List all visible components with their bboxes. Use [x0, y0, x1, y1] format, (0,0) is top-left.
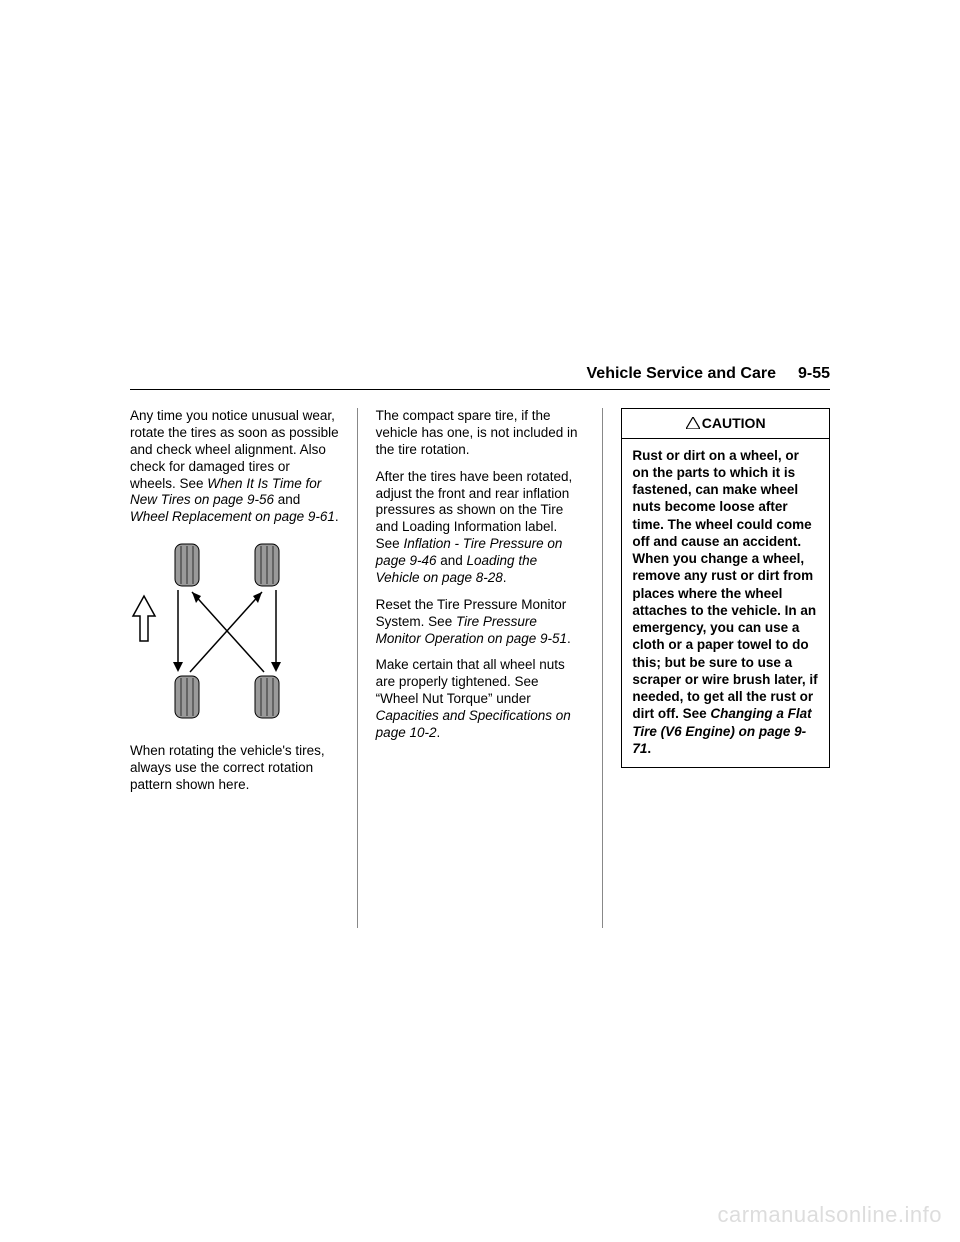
caution-header: CAUTION	[622, 409, 829, 439]
col2-para-1: The compact spare tire, if the vehicle h…	[376, 408, 585, 459]
column-1: Any time you notice unusual wear, rotate…	[130, 408, 339, 928]
forward-arrow-icon	[133, 596, 155, 641]
page-header: Vehicle Service and Care 9-55	[130, 365, 830, 390]
rotation-arrow-icon	[173, 590, 183, 672]
reference-link: Wheel Replacement on page 9-61	[130, 509, 335, 524]
text-span: Make certain that all wheel nuts are pro…	[376, 657, 565, 706]
col1-para-2: When rotating the vehicle's tires, alway…	[130, 743, 339, 794]
text-span: and	[274, 492, 300, 507]
col2-para-3: Reset the Tire Pressure Monitor System. …	[376, 597, 585, 648]
content-columns: Any time you notice unusual wear, rotate…	[130, 408, 830, 928]
column-3: CAUTION Rust or dirt on a wheel, or on t…	[621, 408, 830, 928]
reference-link: Capacities and Specifications on page 10…	[376, 708, 571, 740]
text-span: .	[567, 631, 571, 646]
column-divider	[357, 408, 358, 928]
caution-box: CAUTION Rust or dirt on a wheel, or on t…	[621, 408, 830, 768]
warning-triangle-icon	[686, 416, 700, 434]
caution-label: CAUTION	[702, 415, 766, 431]
tire-icon	[255, 676, 279, 718]
rotation-arrow-icon	[192, 592, 264, 672]
column-2: The compact spare tire, if the vehicle h…	[376, 408, 585, 928]
tire-icon	[175, 544, 199, 586]
caution-body: Rust or dirt on a wheel, or on the parts…	[622, 439, 829, 768]
tire-icon	[255, 544, 279, 586]
col2-para-2: After the tires have been rotated, adjus…	[376, 469, 585, 587]
watermark: carmanualsonline.info	[717, 1202, 942, 1228]
text-span: .	[335, 509, 339, 524]
col1-para-1: Any time you notice unusual wear, rotate…	[130, 408, 339, 526]
rotation-arrow-icon	[271, 590, 281, 672]
text-span: Rust or dirt on a wheel, or on the parts…	[632, 448, 817, 722]
text-span: and	[436, 553, 466, 568]
tire-icon	[175, 676, 199, 718]
manual-page: Vehicle Service and Care 9-55 Any time y…	[130, 365, 830, 928]
rotation-arrow-icon	[190, 592, 262, 672]
text-span: .	[436, 725, 440, 740]
tire-rotation-diagram	[130, 536, 339, 731]
rotation-svg	[130, 536, 300, 726]
page-number: 9-55	[798, 365, 830, 383]
col2-para-4: Make certain that all wheel nuts are pro…	[376, 657, 585, 741]
section-title: Vehicle Service and Care	[587, 365, 776, 383]
column-divider	[602, 408, 603, 928]
text-span: .	[503, 570, 507, 585]
text-span: .	[647, 741, 651, 756]
